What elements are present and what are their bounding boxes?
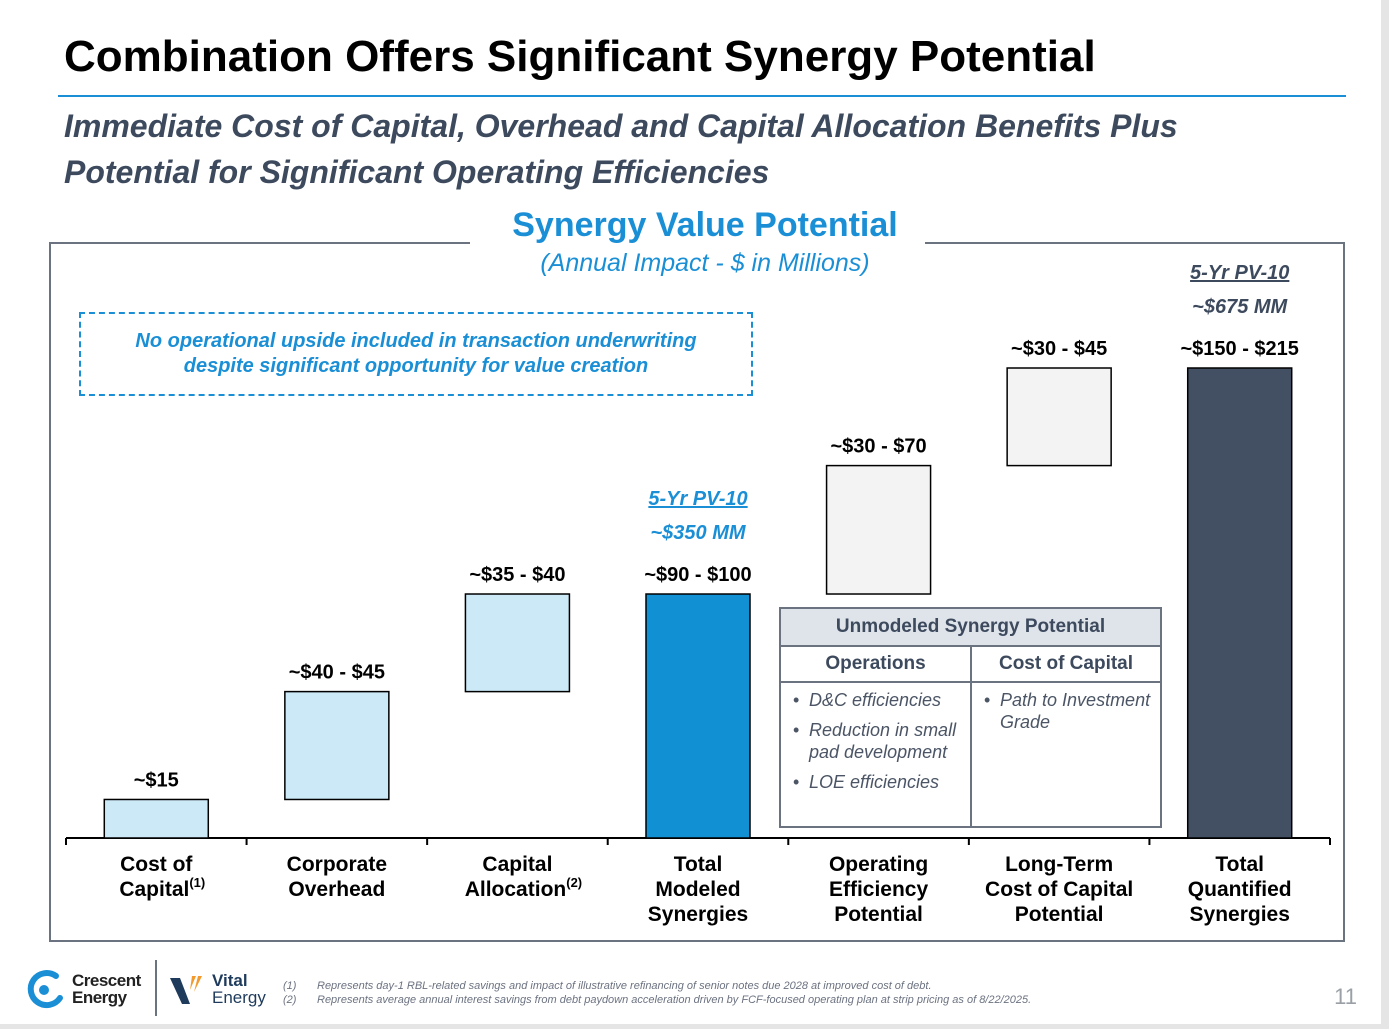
category-footnote-marker: (2)	[566, 875, 582, 890]
category-label: Overhead	[288, 878, 385, 901]
footnote-2-text: Represents average annual interest savin…	[317, 994, 1032, 1006]
cost-of-capital-list: Path to Investment Grade	[978, 689, 1158, 741]
bar-value-label: ~$90 - $100	[644, 564, 751, 586]
category-label: Synergies	[648, 903, 748, 926]
category-label: Capital	[482, 853, 552, 876]
page-number: 11	[1334, 984, 1357, 1009]
vital-logo-line1: Vital	[212, 971, 248, 990]
bar-value-label: ~$150 - $215	[1180, 338, 1298, 360]
slide-subtitle-line1: Immediate Cost of Capital, Overhead and …	[64, 108, 1178, 144]
slide-edge-bottom	[0, 1024, 1389, 1029]
unmodeled-table-divider	[970, 647, 972, 826]
bar-value-label: ~$35 - $40	[469, 564, 565, 586]
operations-list-item: LOE efficiencies	[787, 771, 967, 793]
unmodeled-table-header: Unmodeled Synergy Potential	[781, 609, 1160, 647]
unmodeled-col-cost-of-capital-title: Cost of Capital	[972, 647, 1160, 683]
pv10-label: 5-Yr PV-10	[1190, 262, 1290, 284]
pv10-label: 5-Yr PV-10	[648, 488, 748, 510]
category-label: Quantified	[1188, 878, 1292, 901]
vital-logo-line2: Energy	[212, 988, 266, 1007]
category-label: Potential	[834, 903, 923, 926]
category-label: Allocation(2)	[465, 875, 582, 901]
crescent-logo-line2: Energy	[72, 988, 127, 1007]
bar	[464, 593, 571, 693]
bar	[103, 798, 210, 839]
category-label: Efficiency	[829, 878, 929, 901]
footnote-1: (1) Represents day-1 RBL-related savings …	[283, 980, 932, 992]
bar	[825, 464, 932, 595]
note-box-line1: No operational upside included in transa…	[135, 330, 697, 352]
footnote-1-text: Represents day-1 RBL-related savings and…	[317, 980, 932, 992]
pv10-value: ~$350 MM	[650, 522, 746, 544]
cost-of-capital-list-item: Path to Investment Grade	[978, 689, 1158, 733]
chart-subtitle: (Annual Impact - $ in Millions)	[540, 249, 870, 277]
bar-value-label: ~$30 - $70	[830, 436, 926, 458]
category-label: Capital(1)	[119, 875, 205, 901]
crescent-logo-icon	[27, 970, 63, 1009]
bar	[1186, 367, 1293, 839]
unmodeled-col-operations-title: Operations	[781, 647, 970, 683]
chart-title: Synergy Value Potential	[512, 206, 898, 244]
category-label: Operating	[829, 853, 928, 876]
slide-edge-right	[1381, 0, 1389, 1029]
bar	[284, 690, 390, 801]
category-label: Long-Term	[1005, 853, 1113, 876]
bar-value-label: ~$15	[134, 769, 179, 791]
note-box: No operational upside included in transa…	[79, 312, 753, 396]
pv10-value: ~$675 MM	[1192, 296, 1288, 318]
vital-logo-icon	[170, 976, 202, 1004]
footnote-2: (2) Represents average annual interest sa…	[283, 994, 1031, 1006]
note-box-line2: despite significant opportunity for valu…	[183, 355, 649, 377]
category-label: Potential	[1015, 903, 1104, 926]
category-label: Total	[1215, 853, 1264, 876]
bar	[645, 593, 751, 839]
unmodeled-synergy-table: Unmodeled Synergy Potential Operations C…	[779, 607, 1162, 828]
slide-title: Combination Offers Significant Synergy P…	[64, 32, 1096, 81]
title-rule	[58, 95, 1346, 97]
category-label: Synergies	[1190, 903, 1290, 926]
operations-list: D&C efficiencies Reduction in small pad d…	[787, 689, 967, 801]
category-label: Total	[674, 853, 723, 876]
operations-list-item: D&C efficiencies	[787, 689, 967, 711]
crescent-logo-line1: Crescent	[72, 971, 141, 990]
panel-title-gap	[470, 230, 925, 260]
category-label: Cost of	[120, 853, 193, 876]
footnote-2-number: (2)	[283, 994, 297, 1006]
operations-list-item: Reduction in small pad development	[787, 719, 967, 763]
category-footnote-marker: (1)	[189, 875, 205, 890]
footnote-1-number: (1)	[283, 980, 297, 992]
footer-logo-separator	[155, 960, 157, 1016]
bar	[1006, 367, 1112, 467]
category-label: Cost of Capital	[985, 878, 1133, 901]
slide-subtitle-line2: Potential for Significant Operating Effi…	[64, 154, 770, 190]
category-label: Corporate	[287, 853, 387, 876]
bar-value-label: ~$40 - $45	[289, 662, 385, 684]
category-label: Modeled	[655, 878, 740, 901]
bar-value-label: ~$30 - $45	[1011, 338, 1107, 360]
